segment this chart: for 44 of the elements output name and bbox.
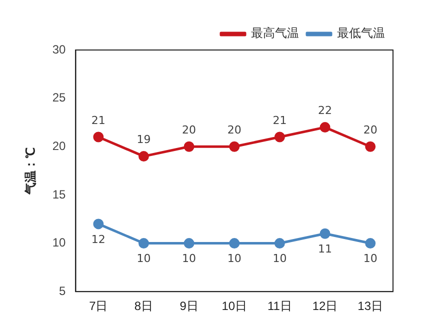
data-label: 19: [136, 133, 151, 146]
point: [93, 132, 104, 142]
data-label: 20: [182, 124, 196, 136]
point: [320, 228, 330, 239]
y-tick-label: 30: [52, 42, 66, 56]
data-label: 10: [363, 252, 378, 266]
y-tick-label: 25: [52, 90, 66, 105]
x-tick-label: 11日: [267, 299, 292, 314]
x-tick-label: 9日: [180, 299, 198, 314]
point: [138, 238, 149, 249]
point: [274, 132, 285, 142]
x-tick-label: 12日: [312, 299, 338, 314]
point: [229, 141, 240, 152]
point: [365, 238, 376, 249]
data-label: 20: [363, 124, 378, 136]
data-label: 21: [272, 114, 287, 127]
data-label: 10: [182, 252, 196, 266]
point: [229, 238, 240, 249]
data-label: 12: [91, 232, 106, 246]
x-tick-label: 10日: [222, 299, 248, 314]
point: [138, 151, 149, 162]
point: [93, 218, 104, 230]
y-tick-label: 10: [52, 236, 66, 250]
y-tick-label: 5: [59, 284, 66, 298]
x-tick-label: 8日: [134, 299, 154, 314]
data-label: 10: [136, 252, 151, 266]
point: [184, 141, 194, 152]
y-axis-title: 气温：℃: [24, 147, 38, 196]
data-label: 22: [318, 104, 332, 118]
point: [274, 238, 285, 249]
point: [184, 238, 194, 249]
x-tick-label: 13日: [358, 299, 384, 314]
data-label: 11: [318, 242, 332, 256]
legend-label: 最低气温: [337, 26, 385, 40]
point: [365, 141, 376, 152]
y-tick-label: 15: [52, 187, 66, 202]
data-label: 21: [91, 114, 106, 127]
point: [320, 122, 330, 133]
y-tick-label: 20: [52, 138, 66, 153]
x-tick-label: 7日: [89, 299, 108, 314]
data-label: 10: [227, 252, 242, 266]
legend-label: 最高气温: [251, 26, 299, 40]
data-label: 10: [272, 252, 287, 266]
data-label: 20: [227, 124, 242, 136]
